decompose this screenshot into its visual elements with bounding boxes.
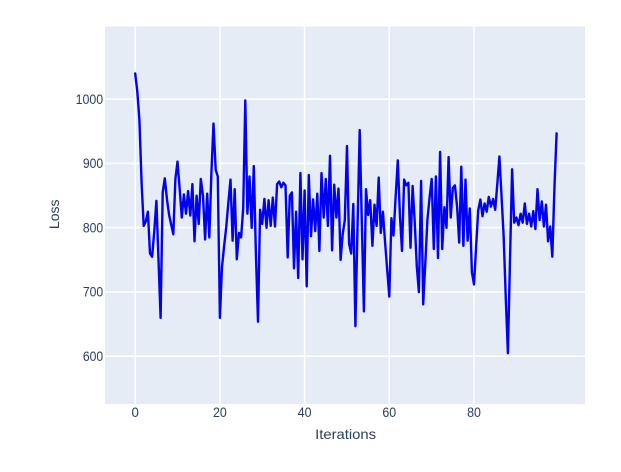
svg-text:1000: 1000 [76,91,104,107]
svg-text:800: 800 [83,219,103,235]
svg-text:20: 20 [213,404,227,420]
svg-text:600: 600 [83,348,103,364]
svg-text:700: 700 [83,284,103,300]
svg-text:80: 80 [467,404,481,420]
svg-text:0: 0 [132,404,140,420]
svg-text:60: 60 [382,404,396,420]
svg-text:Iterations: Iterations [315,426,376,442]
svg-text:Loss: Loss [46,200,62,230]
svg-text:40: 40 [298,404,312,420]
svg-text:900: 900 [83,155,103,171]
